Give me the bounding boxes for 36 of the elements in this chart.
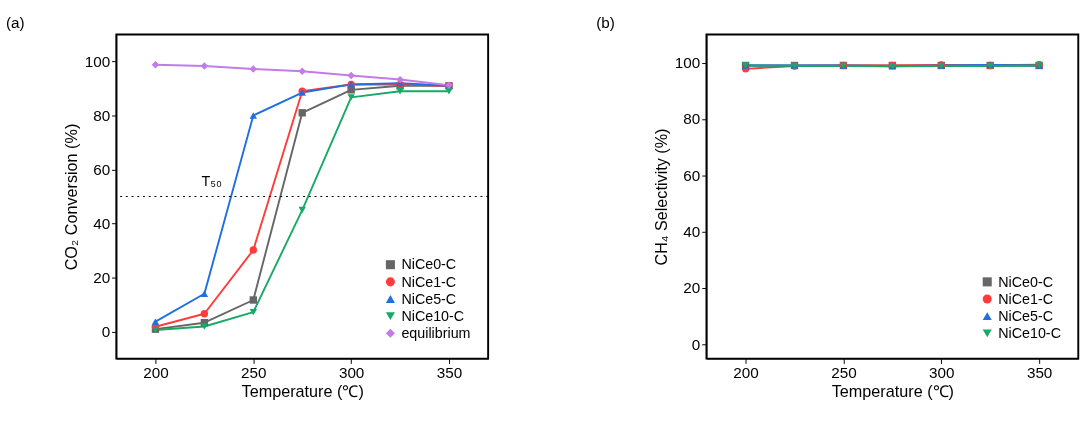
y-tick-label: 40 (93, 214, 111, 232)
x-tick-label: 300 (338, 364, 365, 382)
y-tick-label: 0 (101, 322, 111, 340)
y-tick-label: 80 (93, 106, 111, 124)
x-tick-label: 200 (143, 364, 169, 382)
chart-title: (b) (596, 13, 615, 31)
y-axis-title: CO₂ Conversion (%) (62, 123, 81, 271)
y-tick-label: 60 (683, 166, 701, 184)
legend-label: NiCe0-C (998, 273, 1054, 290)
x-tick-label: 350 (1026, 364, 1053, 382)
x-axis-title: Temperature (℃) (241, 382, 364, 401)
x-axis-title: Temperature (℃) (831, 382, 954, 401)
legend-label: NiCe5-C (401, 290, 457, 307)
legend-label: NiCe10-C (401, 307, 465, 324)
y-axis-title: CH₄ Selectivity (%) (652, 128, 671, 266)
x-tick-label: 250 (831, 364, 857, 382)
legend-label: NiCe0-C (401, 256, 457, 273)
y-tick-label: 0 (691, 335, 701, 353)
y-tick-label: 20 (683, 279, 701, 297)
y-tick-label: 60 (93, 160, 111, 178)
y-tick-label: 100 (674, 53, 701, 71)
legend-label: NiCe1-C (401, 273, 457, 290)
x-tick-label: 300 (929, 364, 955, 382)
legend-label: NiCe10-C (998, 325, 1061, 342)
x-tick-label: 350 (436, 364, 463, 382)
y-tick-label: 80 (683, 110, 701, 128)
legend-label: NiCe5-C (998, 307, 1054, 324)
x-tick-label: 250 (241, 364, 267, 382)
y-tick-label: 100 (84, 52, 111, 70)
legend-label: equilibrium (401, 325, 471, 342)
chart-title: (a) (6, 13, 25, 31)
ref-line-label: T₅₀ (201, 173, 222, 190)
legend-label: NiCe1-C (998, 290, 1054, 307)
y-tick-label: 40 (683, 223, 701, 241)
x-tick-label: 200 (733, 364, 759, 382)
y-tick-label: 20 (93, 268, 111, 286)
